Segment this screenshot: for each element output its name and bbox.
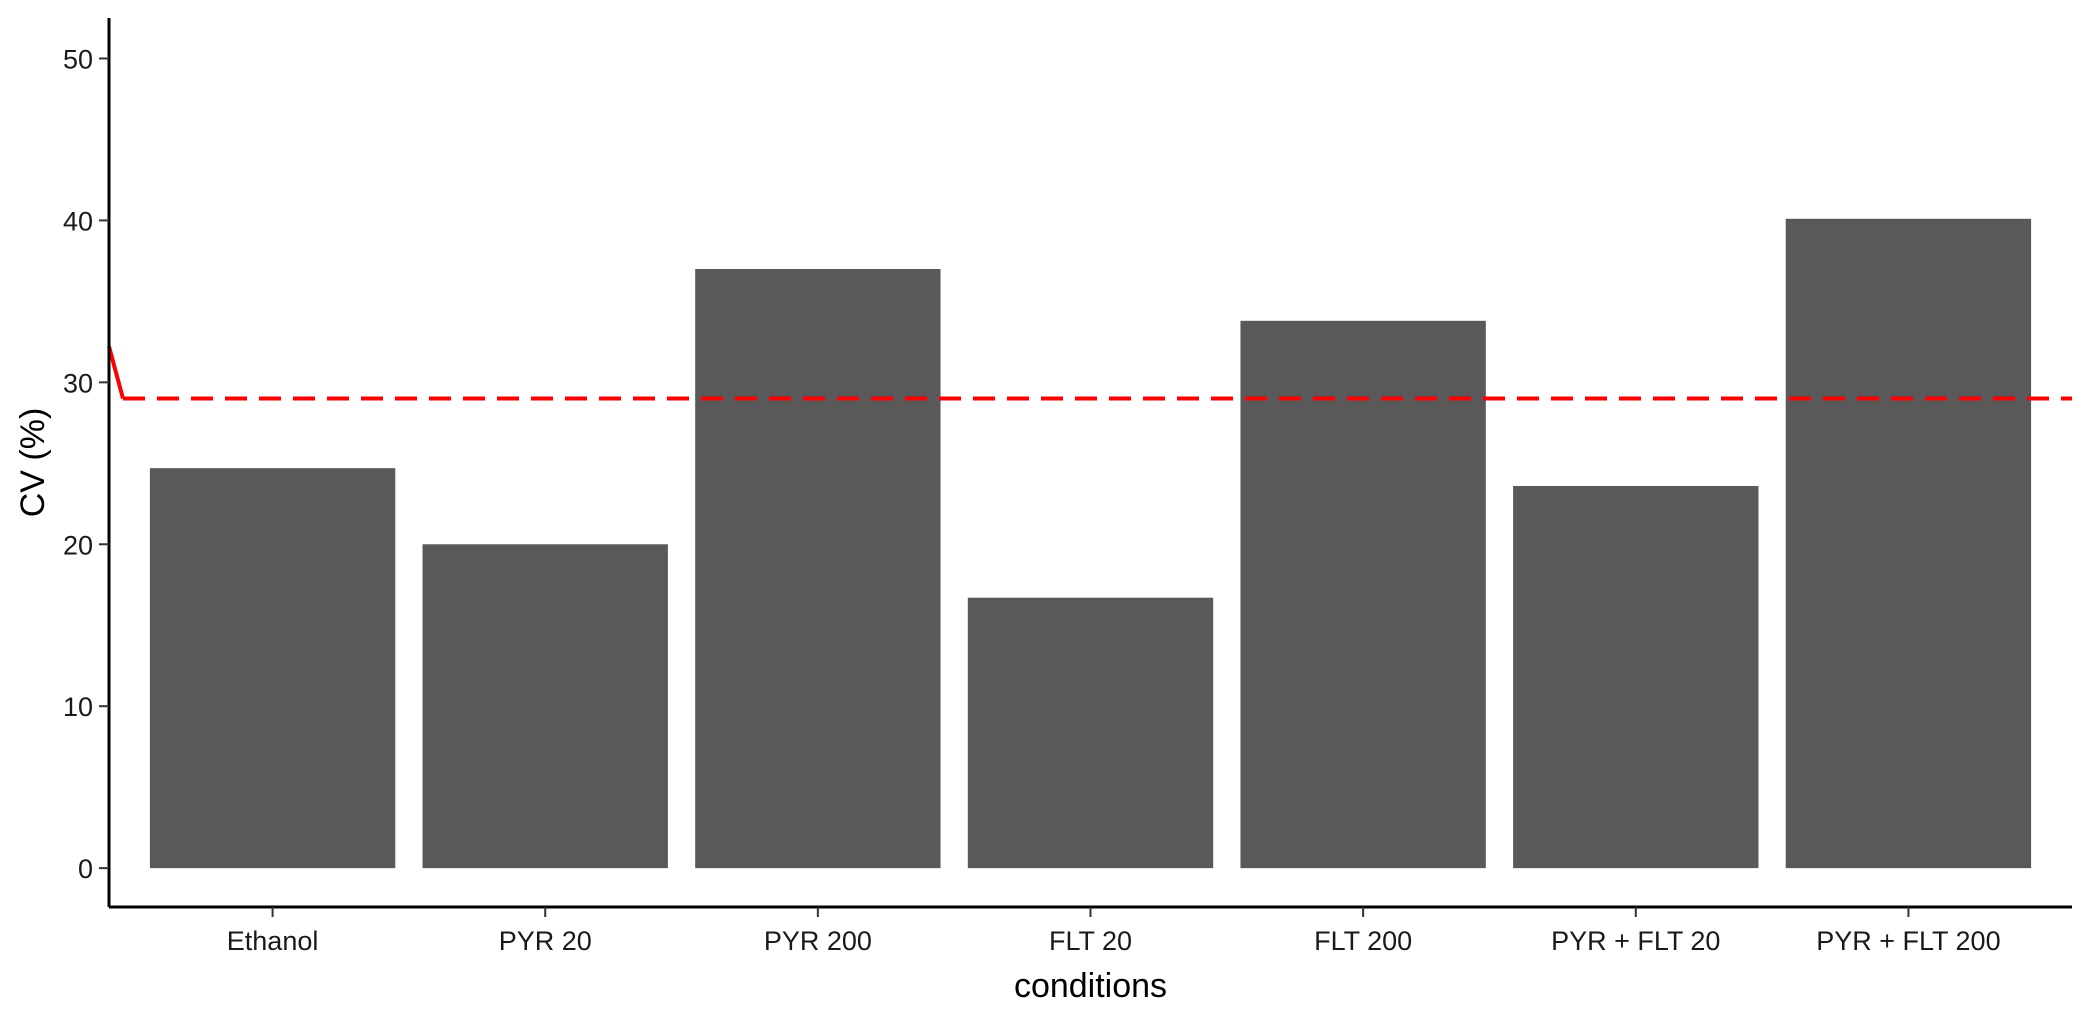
bars-group — [149, 218, 2032, 869]
x-tick-label: Ethanol — [227, 926, 319, 956]
bar — [1785, 218, 2032, 869]
x-tick-label: FLT 200 — [1314, 926, 1412, 956]
y-tick-label: 30 — [63, 368, 93, 398]
y-ticks-group: 0 10 20 30 40 50 — [63, 44, 109, 884]
x-tick-label: PYR + FLT 200 — [1816, 926, 2000, 956]
reference-line-group — [107, 346, 2072, 401]
bar — [1240, 320, 1486, 869]
bar — [149, 468, 396, 869]
y-tick-label: 0 — [78, 854, 93, 884]
y-tick-label: 10 — [63, 692, 93, 722]
bar — [967, 597, 1214, 869]
x-tick-label: PYR 20 — [499, 926, 592, 956]
x-ticks-group: Ethanol PYR 20 PYR 200 FLT 20 FLT 200 PYR + F… — [227, 907, 2001, 956]
x-axis-title: conditions — [1014, 967, 1167, 1005]
y-tick-label: 50 — [63, 44, 93, 74]
reference-line-marker — [107, 346, 125, 400]
y-axis-title: CV (%) — [14, 408, 52, 518]
bar — [422, 544, 668, 869]
x-tick-label: PYR + FLT 20 — [1551, 926, 1720, 956]
y-tick-label: 20 — [63, 530, 93, 560]
y-tick-label: 40 — [63, 206, 93, 236]
bar — [1513, 485, 1759, 869]
x-tick-label: PYR 200 — [764, 926, 872, 956]
x-tick-label: FLT 20 — [1049, 926, 1132, 956]
bar — [695, 268, 941, 869]
